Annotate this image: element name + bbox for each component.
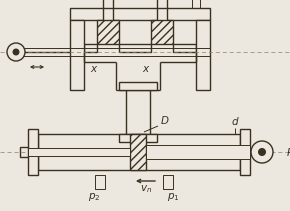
Circle shape (258, 149, 266, 156)
Text: $R$: $R$ (286, 146, 290, 158)
Bar (28, 148, 130, 156)
Bar (146, 145, 250, 159)
Bar (130, 134, 146, 170)
Bar (192, 0, 200, 8)
Bar (38, 134, 240, 170)
Text: $x$: $x$ (142, 64, 150, 74)
Circle shape (251, 141, 273, 163)
Bar (97, 20, 119, 44)
Text: $p_1$: $p_1$ (167, 191, 179, 203)
Bar (157, 0, 167, 8)
Bar (163, 175, 173, 189)
Bar (95, 175, 105, 189)
Bar (103, 0, 113, 8)
Bar (119, 134, 157, 142)
Bar (240, 129, 250, 175)
Bar (113, 8, 157, 20)
Bar (119, 44, 151, 52)
Circle shape (7, 43, 25, 61)
Bar (196, 20, 210, 90)
Bar (119, 82, 157, 90)
Text: $D$: $D$ (160, 114, 169, 126)
Text: $p_2$: $p_2$ (88, 191, 100, 203)
Bar (70, 8, 103, 20)
Text: $x$: $x$ (90, 64, 98, 74)
Text: $d$: $d$ (231, 115, 239, 127)
Bar (84, 44, 97, 52)
Bar (28, 129, 38, 175)
Circle shape (13, 49, 19, 55)
Bar (70, 20, 84, 90)
Bar (151, 20, 173, 44)
Text: $v_n$: $v_n$ (140, 183, 152, 195)
Bar (173, 44, 196, 52)
Bar (167, 8, 210, 20)
Bar (20, 147, 28, 157)
